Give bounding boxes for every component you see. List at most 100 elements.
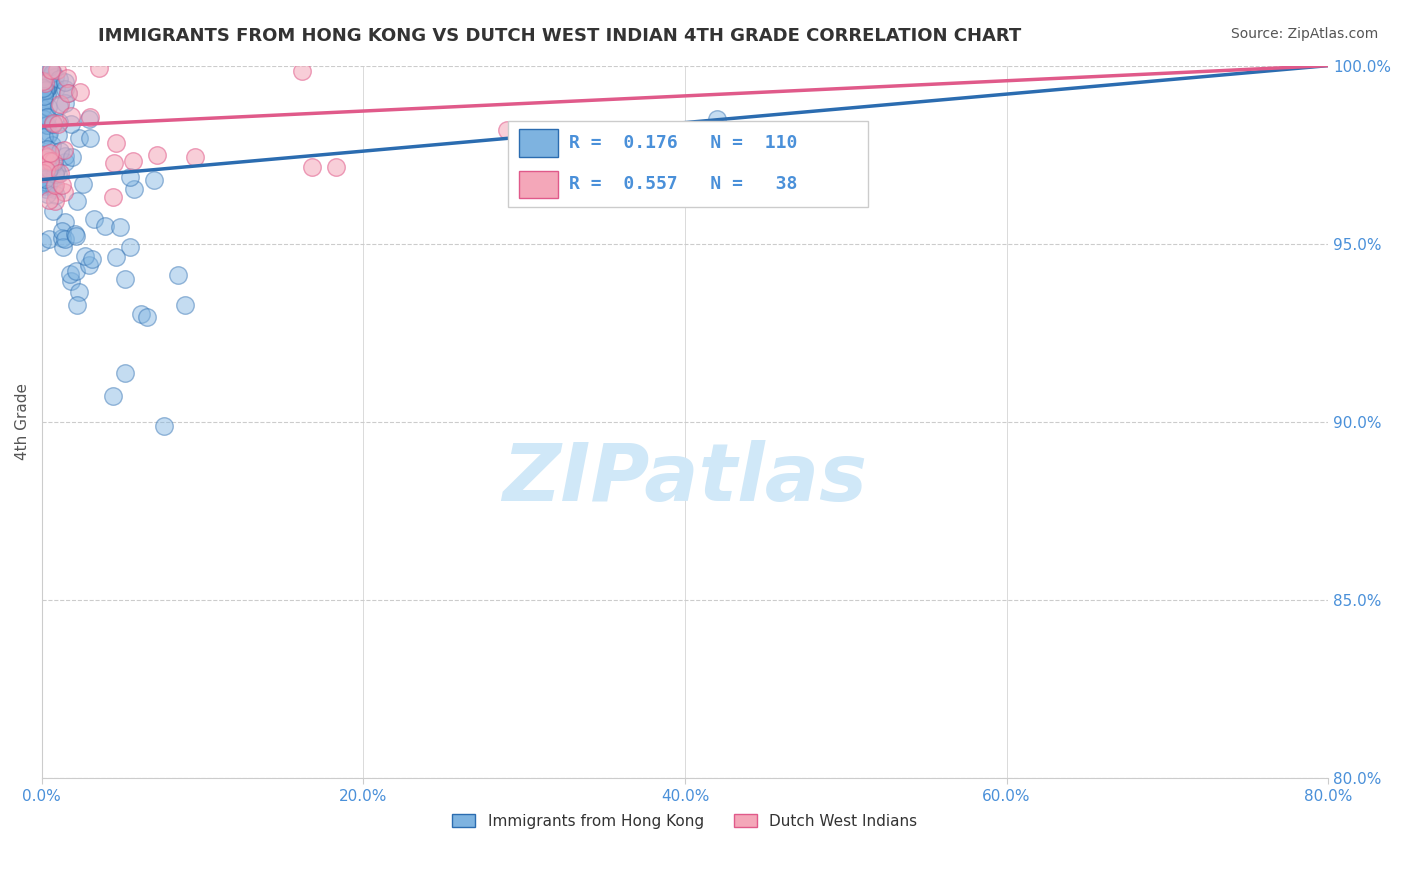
Point — [120, 170, 142, 185]
Point — [65, 229, 87, 244]
Point — [32, 162, 55, 177]
Point — [63, 227, 86, 241]
Point — [34, 84, 56, 98]
Point — [34, 178, 56, 193]
Point — [41, 66, 63, 80]
Point — [60, 151, 83, 165]
Point — [38, 154, 60, 169]
Point — [69, 85, 91, 99]
Point — [44, 194, 66, 208]
Point — [41, 138, 63, 153]
Point — [31, 77, 53, 91]
Point — [35, 150, 58, 164]
Point — [51, 178, 73, 192]
Point — [496, 123, 519, 137]
Point — [38, 146, 60, 161]
Point — [35, 82, 58, 96]
Point — [52, 144, 75, 158]
Point — [122, 154, 145, 169]
Point — [59, 109, 82, 123]
Point — [31, 101, 53, 115]
Point — [45, 188, 67, 202]
Point — [35, 153, 58, 168]
Point — [41, 159, 63, 173]
Legend: Immigrants from Hong Kong, Dutch West Indians: Immigrants from Hong Kong, Dutch West In… — [446, 807, 924, 835]
Point — [79, 131, 101, 145]
Text: ZIPatlas: ZIPatlas — [502, 440, 868, 518]
Point — [48, 144, 70, 158]
Bar — [519, 170, 558, 198]
Point — [65, 297, 87, 311]
Point — [153, 419, 176, 434]
Point — [73, 249, 96, 263]
Point — [44, 178, 66, 193]
Point — [301, 161, 323, 175]
Y-axis label: 4th Grade: 4th Grade — [15, 384, 30, 460]
Point — [46, 117, 69, 131]
Point — [38, 232, 60, 246]
Point — [37, 187, 59, 202]
Point — [120, 240, 142, 254]
Point — [32, 94, 55, 108]
Point — [77, 258, 100, 272]
Point — [34, 76, 56, 90]
Point — [35, 162, 58, 177]
Point — [42, 66, 65, 80]
Point — [291, 64, 314, 78]
Point — [53, 149, 76, 163]
Point — [31, 93, 53, 107]
Point — [101, 389, 124, 403]
Point — [48, 71, 70, 86]
Point — [49, 96, 72, 111]
Point — [67, 131, 90, 145]
Point — [67, 285, 90, 300]
Point — [38, 162, 60, 177]
Point — [53, 215, 76, 229]
Point — [52, 240, 75, 254]
Point — [51, 231, 73, 245]
Point — [31, 116, 53, 130]
Point — [44, 182, 66, 196]
Point — [39, 63, 62, 78]
Point — [32, 74, 55, 88]
Point — [38, 62, 60, 76]
Point — [53, 82, 76, 96]
Point — [89, 61, 111, 75]
Point — [129, 307, 152, 321]
Point — [51, 224, 73, 238]
Point — [114, 272, 136, 286]
Point — [37, 178, 59, 192]
Point — [49, 166, 72, 180]
Point — [37, 78, 59, 92]
Point — [39, 179, 62, 194]
Point — [108, 220, 131, 235]
Point — [56, 86, 79, 100]
Point — [44, 70, 66, 84]
Point — [44, 167, 66, 181]
Point — [31, 153, 53, 167]
Point — [35, 118, 58, 132]
Point — [35, 162, 58, 177]
Point — [37, 110, 59, 124]
Point — [32, 81, 55, 95]
Point — [32, 88, 55, 103]
Point — [45, 162, 67, 177]
Point — [101, 189, 124, 203]
Point — [37, 80, 59, 95]
Bar — [519, 129, 558, 157]
Point — [39, 148, 62, 162]
Text: R =  0.176   N =  110: R = 0.176 N = 110 — [569, 134, 797, 153]
Point — [105, 136, 128, 150]
Point — [37, 128, 59, 143]
Point — [34, 167, 56, 181]
Point — [706, 112, 728, 126]
Point — [38, 60, 60, 74]
Point — [35, 142, 58, 156]
FancyBboxPatch shape — [508, 120, 868, 207]
Point — [44, 155, 66, 169]
Point — [59, 117, 82, 131]
Point — [37, 88, 59, 103]
Point — [146, 148, 169, 162]
Point — [103, 156, 125, 170]
Point — [48, 114, 70, 128]
